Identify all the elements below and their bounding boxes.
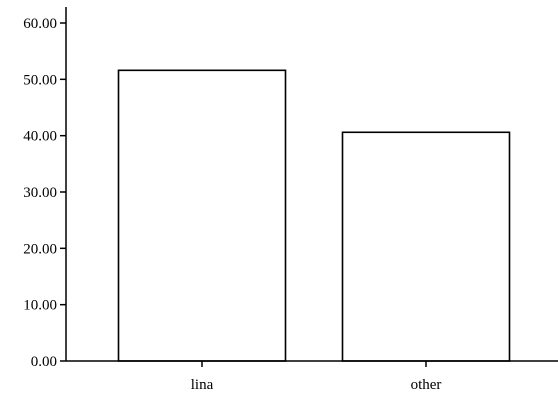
bar-lina — [117, 69, 287, 362]
y-tick-label: 10.00 — [23, 298, 57, 314]
y-axis: 0.00 10.00 20.00 30.00 40.00 50.00 60.00 — [23, 7, 67, 370]
y-tick-label: 30.00 — [23, 185, 57, 201]
bar-other — [341, 131, 511, 362]
bars-layer — [117, 69, 511, 362]
y-tick-label: 40.00 — [23, 129, 57, 145]
x-tick-label-lina: lina — [191, 377, 214, 393]
x-tick-label-other: other — [411, 377, 442, 393]
y-tick-label: 50.00 — [23, 72, 57, 88]
y-tick-label: 20.00 — [23, 241, 57, 257]
x-axis: lina other — [66, 360, 558, 393]
y-tick-label: 60.00 — [23, 16, 57, 32]
y-tick-label: 0.00 — [31, 354, 57, 370]
